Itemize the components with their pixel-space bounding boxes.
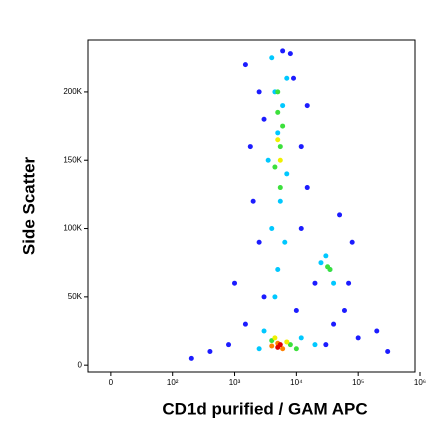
x-tick-label: 0 [109, 378, 114, 387]
point [304, 103, 310, 109]
point [256, 346, 262, 352]
point [331, 321, 337, 327]
point [269, 226, 275, 232]
point [280, 48, 286, 54]
x-tick-label: 10⁴ [290, 378, 303, 387]
point [341, 308, 347, 314]
y-tick-label: 0 [78, 360, 83, 369]
point [280, 123, 286, 129]
point [272, 335, 278, 341]
point [242, 321, 248, 327]
point [291, 75, 297, 81]
point [275, 267, 281, 273]
point [323, 253, 329, 259]
point [293, 308, 299, 314]
point [374, 328, 380, 334]
point [337, 212, 343, 218]
point [318, 260, 324, 266]
point [226, 342, 232, 348]
point [287, 51, 293, 57]
point [261, 294, 267, 300]
point [304, 185, 310, 191]
y-tick-label: 50K [68, 292, 83, 301]
point [242, 62, 248, 68]
point [275, 130, 281, 136]
y-tick-label: 150K [63, 155, 82, 164]
x-tick-label: 10³ [229, 378, 241, 387]
point [282, 239, 288, 245]
point [312, 342, 318, 348]
point [284, 171, 290, 177]
point [277, 144, 283, 150]
point [275, 109, 281, 115]
point [298, 335, 304, 341]
point [250, 198, 256, 204]
x-tick-label: 10⁶ [414, 378, 426, 387]
x-tick-label: 10⁵ [352, 378, 364, 387]
point [188, 355, 194, 361]
point [298, 144, 304, 150]
point [385, 349, 391, 355]
point [346, 280, 352, 286]
y-axis-title: Side Scatter [19, 156, 38, 255]
point [349, 239, 355, 245]
point [284, 75, 290, 81]
point [355, 335, 361, 341]
x-tick-label: 10² [167, 378, 179, 387]
point [280, 103, 286, 109]
x-axis-title: CD1d purified / GAM APC [162, 399, 367, 418]
point [280, 346, 286, 352]
point [272, 164, 278, 170]
point [232, 280, 238, 286]
y-tick-label: 100K [63, 224, 82, 233]
point [277, 198, 283, 204]
point [261, 116, 267, 122]
point [298, 226, 304, 232]
point [277, 157, 283, 163]
point [269, 55, 275, 61]
point [323, 342, 329, 348]
point [275, 89, 281, 95]
point [277, 342, 283, 348]
point [256, 239, 262, 245]
point [331, 280, 337, 286]
point [272, 294, 278, 300]
point [256, 89, 262, 95]
point [261, 328, 267, 334]
point [293, 346, 299, 352]
point [284, 339, 290, 345]
y-tick-label: 200K [63, 87, 82, 96]
point [207, 349, 213, 355]
point [312, 280, 318, 286]
point [325, 264, 331, 270]
point [275, 137, 281, 143]
point [247, 144, 253, 150]
point [277, 185, 283, 191]
point [265, 157, 271, 163]
plot-frame [87, 39, 416, 373]
point [269, 343, 275, 349]
point [287, 342, 293, 348]
